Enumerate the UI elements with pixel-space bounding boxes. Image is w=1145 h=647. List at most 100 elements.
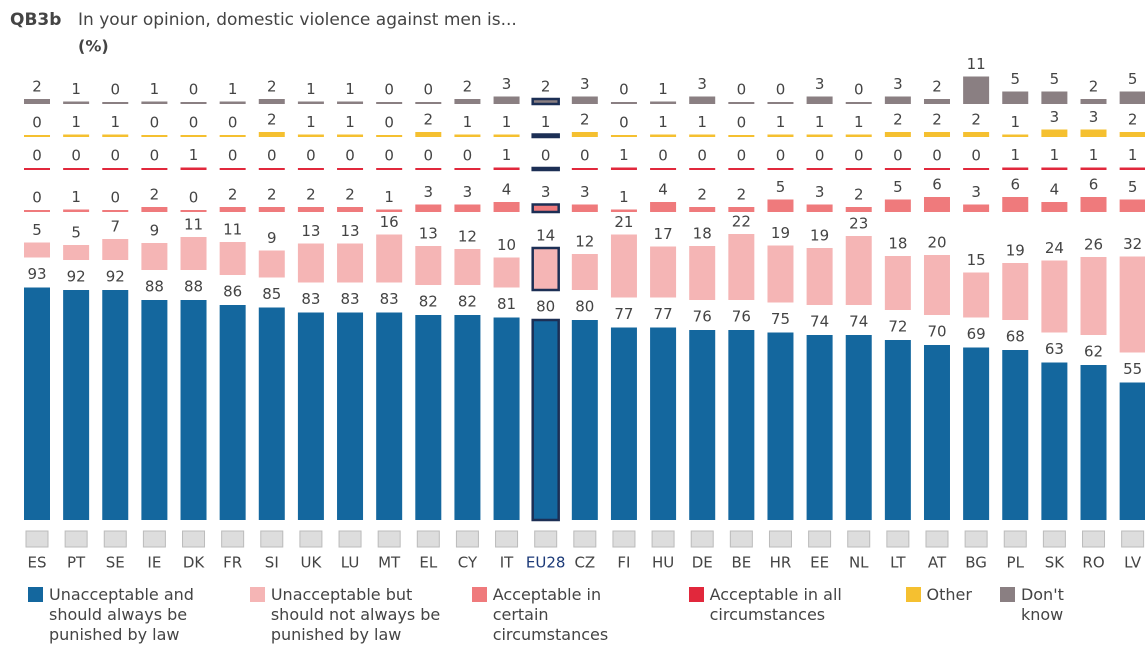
flag xyxy=(729,530,753,548)
legend-item: Unacceptable and should always be punish… xyxy=(28,585,222,645)
value-label: 2 xyxy=(697,186,707,204)
value-label: 0 xyxy=(32,189,42,207)
bar xyxy=(415,315,442,520)
bar xyxy=(493,317,520,520)
value-label: 3 xyxy=(815,75,825,93)
bar xyxy=(531,166,560,172)
bar xyxy=(610,135,637,137)
bar xyxy=(1119,256,1145,353)
value-label: 0 xyxy=(658,147,668,165)
bar xyxy=(102,168,129,170)
bar xyxy=(610,102,637,104)
x-tick-label: HU xyxy=(652,554,674,572)
bar xyxy=(258,250,285,278)
flag xyxy=(416,530,440,548)
bar xyxy=(845,236,872,305)
bar xyxy=(610,234,637,298)
value-label: 2 xyxy=(32,78,42,96)
flag xyxy=(534,530,558,548)
bar xyxy=(493,134,520,137)
bar xyxy=(102,102,129,104)
value-label: 2 xyxy=(893,111,903,129)
value-label: 77 xyxy=(654,305,673,323)
bar xyxy=(24,99,50,104)
bar xyxy=(141,101,168,104)
flag xyxy=(612,530,636,548)
value-label: 3 xyxy=(697,75,707,93)
value-label: 0 xyxy=(150,147,160,165)
bar xyxy=(767,134,794,137)
legend-label: Acceptable in certain circumstances xyxy=(492,585,609,644)
value-label: 0 xyxy=(384,147,394,165)
bar xyxy=(337,243,364,283)
value-label: 12 xyxy=(575,233,594,251)
value-label: 3 xyxy=(580,75,590,93)
bar xyxy=(1002,91,1029,104)
value-label: 1 xyxy=(71,188,81,206)
bar xyxy=(297,101,324,104)
bar xyxy=(337,312,364,520)
x-tick-label: EU28 xyxy=(526,554,566,572)
bar xyxy=(141,207,168,212)
value-label: 0 xyxy=(463,147,473,165)
value-label: 3 xyxy=(424,183,434,201)
flag xyxy=(338,530,362,548)
bar xyxy=(806,134,833,137)
bar xyxy=(141,168,168,170)
bar xyxy=(63,209,90,212)
value-label: 10 xyxy=(497,236,516,254)
value-label: 0 xyxy=(150,114,160,132)
bar xyxy=(845,134,872,137)
flag xyxy=(142,530,166,548)
value-label: 18 xyxy=(888,235,907,253)
bar xyxy=(963,204,990,212)
value-label: 74 xyxy=(849,313,868,331)
value-label: 0 xyxy=(580,147,590,165)
bar xyxy=(610,167,637,170)
value-label: 77 xyxy=(614,305,633,323)
x-tick-label: FR xyxy=(223,554,242,572)
bar xyxy=(1080,197,1107,212)
bar xyxy=(728,207,755,212)
chart-title: In your opinion, domestic violence again… xyxy=(78,10,517,30)
bar xyxy=(258,132,285,137)
bar xyxy=(1080,129,1107,137)
bar xyxy=(180,237,207,270)
value-label: 22 xyxy=(732,213,751,231)
value-label: 14 xyxy=(536,227,555,245)
value-label: 1 xyxy=(306,113,316,131)
bar xyxy=(337,101,364,104)
value-label: 1 xyxy=(71,80,81,98)
x-tick-label: DE xyxy=(692,554,713,572)
value-label: 3 xyxy=(1089,108,1099,126)
bar xyxy=(845,335,872,520)
value-label: 19 xyxy=(810,227,829,245)
bar xyxy=(454,204,481,212)
value-label: 5 xyxy=(893,178,903,196)
bar xyxy=(297,134,324,137)
value-label: 0 xyxy=(384,81,394,99)
x-tick-label: MT xyxy=(378,554,401,572)
value-label: 13 xyxy=(340,222,359,240)
bar xyxy=(493,96,520,104)
value-label: 1 xyxy=(345,80,355,98)
value-label: 76 xyxy=(693,308,712,326)
bar xyxy=(415,168,442,170)
value-label: 6 xyxy=(932,176,942,194)
value-label: 4 xyxy=(1050,181,1060,199)
bar xyxy=(376,234,403,283)
value-label: 12 xyxy=(458,228,477,246)
flag xyxy=(925,530,949,548)
value-label: 83 xyxy=(340,290,359,308)
value-label: 5 xyxy=(1050,70,1060,88)
bar xyxy=(141,243,168,270)
bar xyxy=(415,102,442,104)
value-label: 5 xyxy=(1128,178,1138,196)
x-tick-label: LT xyxy=(890,554,906,572)
value-label: 0 xyxy=(541,147,551,165)
flag xyxy=(64,530,88,548)
value-label: 6 xyxy=(1089,176,1099,194)
bar xyxy=(24,168,50,170)
legend-item: Acceptable in all circumstances xyxy=(688,585,878,645)
bar xyxy=(689,246,716,300)
